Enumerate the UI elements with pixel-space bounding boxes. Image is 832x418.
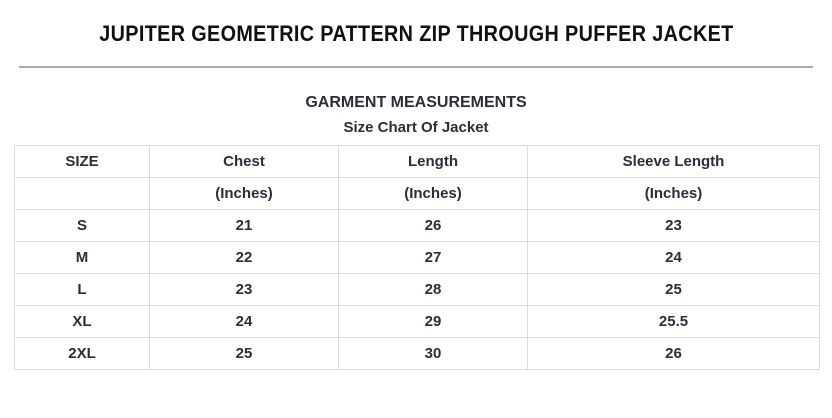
column-header-chest: Chest bbox=[149, 145, 339, 178]
size-label: XL bbox=[14, 305, 150, 338]
units-cell-chest: (Inches) bbox=[149, 177, 339, 210]
size-chart-table: SIZE Chest Length Sleeve Length (Inches)… bbox=[14, 145, 820, 370]
product-title-wrap: JUPITER GEOMETRIC PATTERN ZIP THROUGH PU… bbox=[0, 0, 832, 47]
chest-value: 24 bbox=[149, 305, 339, 338]
units-cell-length: (Inches) bbox=[338, 177, 528, 210]
sleeve-length-value: 25.5 bbox=[527, 305, 820, 338]
units-cell-size bbox=[14, 177, 150, 210]
chest-value: 22 bbox=[149, 241, 339, 274]
size-label: S bbox=[14, 209, 150, 242]
sleeve-length-value: 23 bbox=[527, 209, 820, 242]
chest-value: 23 bbox=[149, 273, 339, 306]
length-value: 30 bbox=[338, 337, 528, 370]
column-header-size: SIZE bbox=[14, 145, 150, 178]
sleeve-length-value: 24 bbox=[527, 241, 820, 274]
column-header-length: Length bbox=[338, 145, 528, 178]
size-label: M bbox=[14, 241, 150, 274]
length-value: 27 bbox=[338, 241, 528, 274]
product-title: JUPITER GEOMETRIC PATTERN ZIP THROUGH PU… bbox=[98, 21, 734, 46]
size-row-xl: XL 24 29 25.5 bbox=[14, 305, 820, 338]
chest-value: 25 bbox=[149, 337, 339, 370]
size-row-2xl: 2XL 25 30 26 bbox=[14, 337, 820, 370]
size-row-m: M 22 27 24 bbox=[14, 241, 820, 274]
size-row-l: L 23 28 25 bbox=[14, 273, 820, 306]
divider bbox=[19, 66, 813, 68]
column-header-sleeve-length: Sleeve Length bbox=[527, 145, 820, 178]
header-row: SIZE Chest Length Sleeve Length bbox=[14, 145, 820, 178]
length-value: 26 bbox=[338, 209, 528, 242]
units-row: (Inches) (Inches) (Inches) bbox=[14, 177, 820, 210]
chest-value: 21 bbox=[149, 209, 339, 242]
length-value: 29 bbox=[338, 305, 528, 338]
size-chart-subheading: Size Chart Of Jacket bbox=[343, 119, 489, 136]
garment-measurements-heading: GARMENT MEASUREMENTS bbox=[305, 94, 527, 111]
size-label: 2XL bbox=[14, 337, 150, 370]
units-cell-sleeve-length: (Inches) bbox=[527, 177, 820, 210]
sleeve-length-value: 26 bbox=[527, 337, 820, 370]
sleeve-length-value: 25 bbox=[527, 273, 820, 306]
length-value: 28 bbox=[338, 273, 528, 306]
size-label: L bbox=[14, 273, 150, 306]
size-row-s: S 21 26 23 bbox=[14, 209, 820, 242]
